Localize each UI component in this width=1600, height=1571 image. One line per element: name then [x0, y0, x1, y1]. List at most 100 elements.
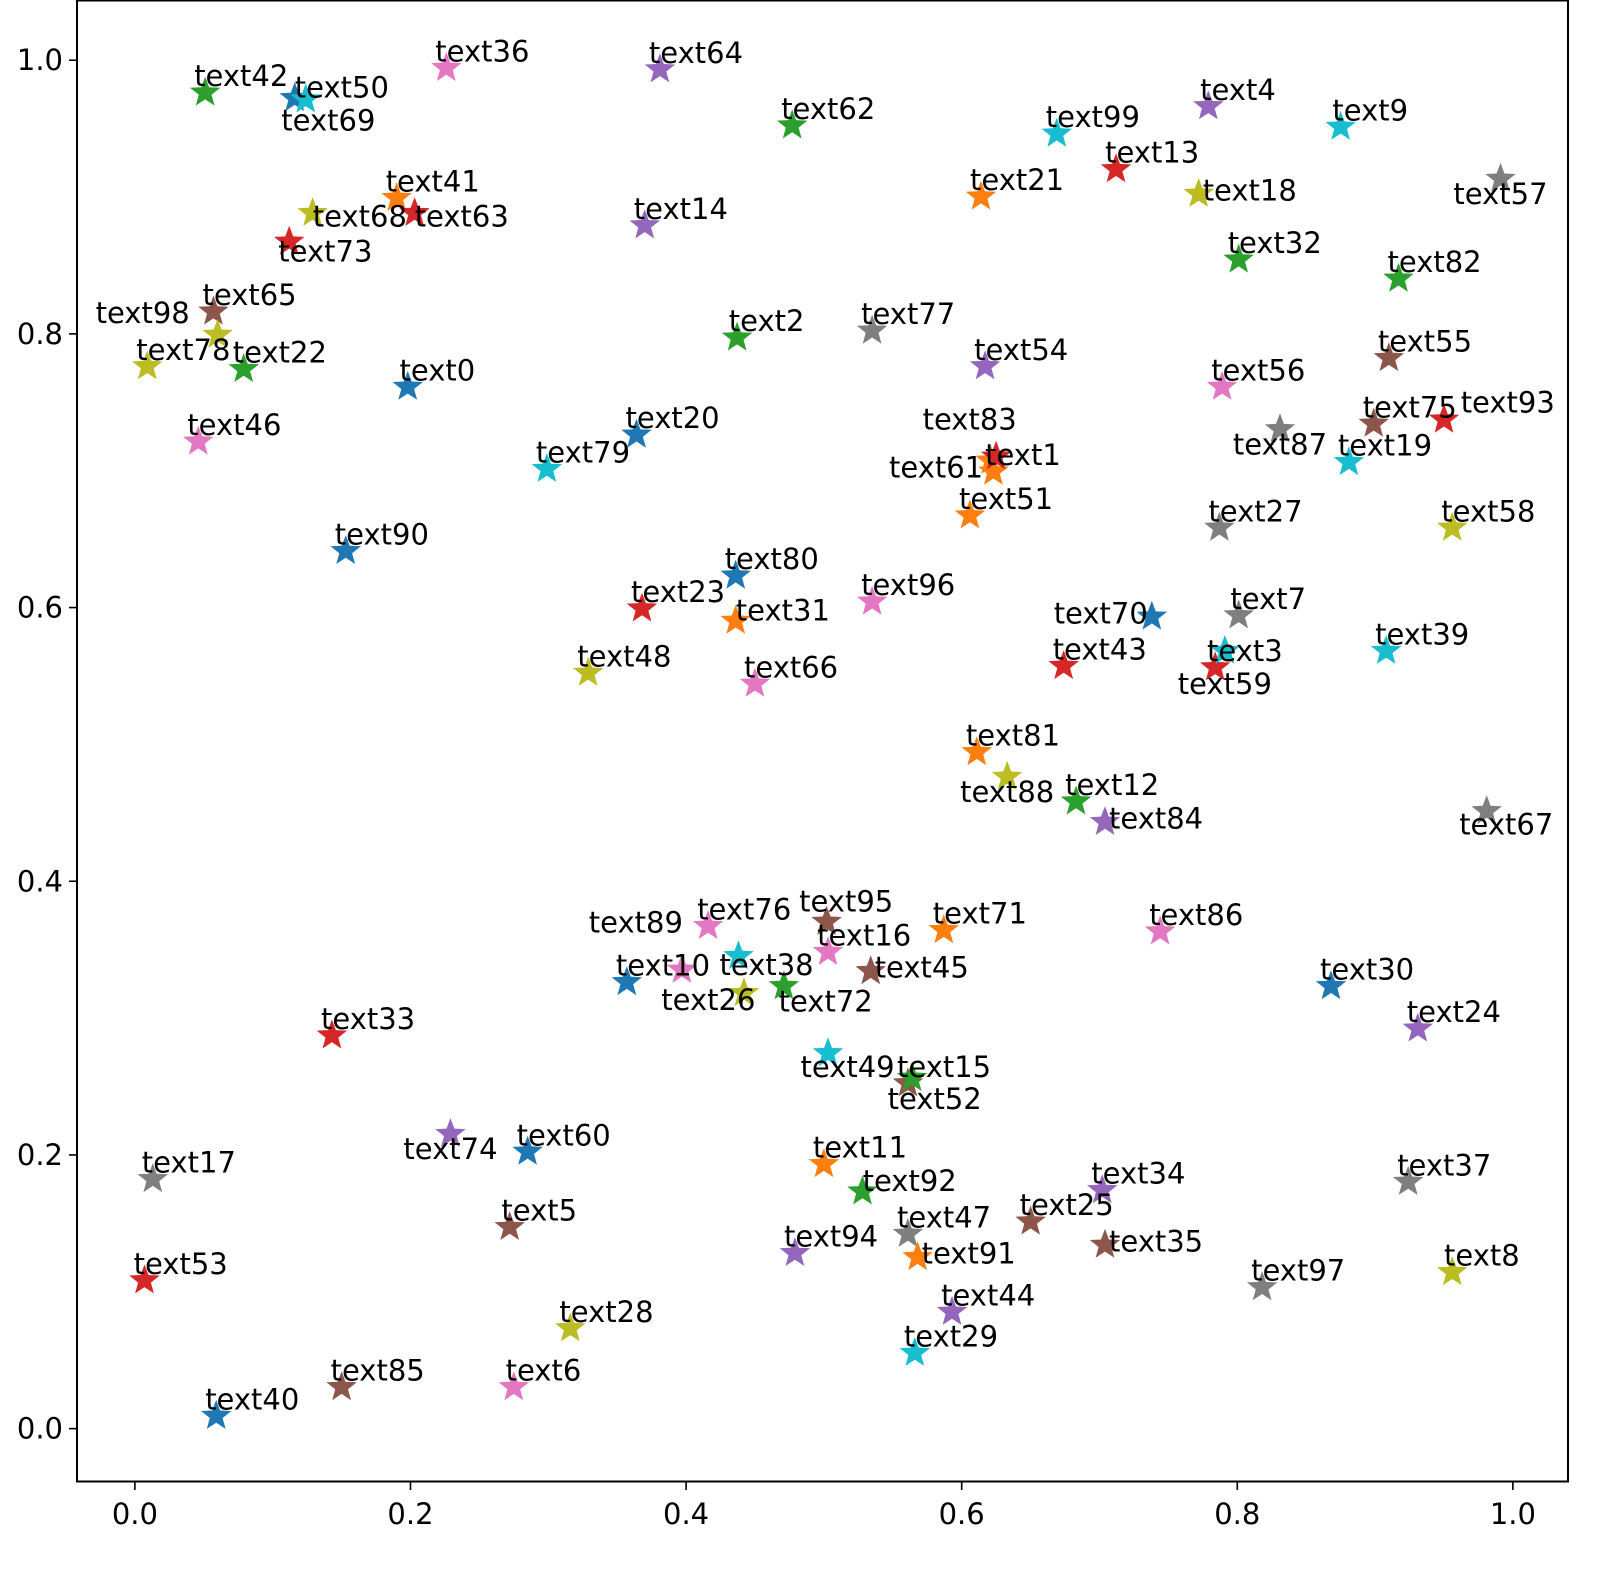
- star-marker-text85: [326, 1371, 357, 1401]
- point-label-text42: text42: [194, 59, 288, 93]
- star-marker-text47: [892, 1217, 924, 1247]
- point-label-text90: text90: [335, 518, 429, 552]
- point-label-text41: text41: [386, 165, 480, 199]
- point-label-text2: text2: [729, 304, 805, 338]
- star-marker-text21: [965, 180, 997, 210]
- star-marker-text81: [961, 736, 993, 766]
- point-label-text0: text0: [400, 353, 476, 387]
- point-label-text35: text35: [1109, 1224, 1203, 1258]
- star-marker-text33: [316, 1019, 348, 1049]
- point-label-text92: text92: [863, 1164, 957, 1198]
- point-label-text66: text66: [744, 650, 838, 684]
- star-marker-text5: [494, 1211, 525, 1240]
- point-label-text63: text63: [415, 200, 509, 234]
- star-marker-text6: [498, 1371, 529, 1401]
- point-label-text77: text77: [861, 297, 955, 331]
- point-label-text94: text94: [784, 1220, 878, 1254]
- data-labels: text0 text1 text2 text3 text4 text5 text6 text7…: [96, 35, 1555, 1417]
- point-label-text5: text5: [501, 1194, 577, 1228]
- star-marker-text48: [573, 656, 604, 686]
- point-label-text91: text91: [922, 1237, 1016, 1271]
- point-label-text69: text69: [281, 104, 375, 138]
- point-label-text71: text71: [933, 897, 1027, 931]
- star-marker-text54: [969, 350, 1001, 380]
- point-label-text76: text76: [697, 893, 791, 927]
- star-marker-text95: [811, 905, 842, 935]
- star-marker-text89: [723, 940, 754, 970]
- point-label-text43: text43: [1053, 633, 1147, 667]
- star-marker-text25: [1015, 1205, 1046, 1235]
- star-marker-text84: [1089, 806, 1121, 835]
- point-label-text6: text6: [506, 1354, 582, 1388]
- star-marker-text74: [435, 1118, 466, 1147]
- point-label-text4: text4: [1200, 73, 1276, 107]
- point-label-text95: text95: [799, 884, 893, 918]
- point-label-text17: text17: [142, 1146, 236, 1180]
- star-marker-text62: [777, 109, 808, 139]
- point-label-text68: text68: [313, 200, 407, 234]
- star-marker-text71: [928, 914, 959, 944]
- star-marker-text10: [611, 966, 642, 996]
- point-label-text55: text55: [1378, 325, 1472, 359]
- star-marker-text44: [936, 1295, 968, 1325]
- star-marker-text92: [847, 1175, 878, 1205]
- star-marker-text53: [129, 1264, 160, 1294]
- point-label-text16: text16: [817, 919, 911, 953]
- point-label-text18: text18: [1203, 173, 1297, 207]
- star-marker-text58: [1437, 511, 1468, 541]
- point-label-text52: text52: [888, 1082, 982, 1116]
- star-marker-text90: [330, 535, 361, 564]
- star-marker-text51: [954, 499, 986, 529]
- point-label-text9: text9: [1332, 93, 1408, 127]
- point-label-text32: text32: [1228, 226, 1322, 260]
- star-marker-text87: [1264, 413, 1296, 443]
- point-label-text11: text11: [813, 1131, 907, 1165]
- star-marker-text67: [1471, 795, 1502, 824]
- star-marker-text42: [189, 76, 221, 106]
- y-tick-label: 0.4: [17, 864, 63, 898]
- point-label-text25: text25: [1020, 1188, 1114, 1222]
- point-label-text49: text49: [801, 1050, 895, 1084]
- star-marker-text40: [201, 1399, 232, 1429]
- star-marker-text12: [1060, 785, 1092, 815]
- star-marker-text60: [512, 1135, 543, 1165]
- star-marker-text18: [1183, 177, 1214, 207]
- point-label-text44: text44: [941, 1278, 1035, 1312]
- point-label-text60: text60: [517, 1118, 611, 1152]
- point-label-text75: text75: [1363, 390, 1457, 424]
- star-marker-text1: [978, 455, 1009, 485]
- point-label-text79: text79: [536, 435, 630, 469]
- point-label-text46: text46: [187, 408, 281, 442]
- star-marker-text23: [626, 592, 658, 622]
- star-marker-text0: [392, 370, 423, 400]
- point-label-text59: text59: [1178, 667, 1272, 701]
- point-label-text82: text82: [1388, 245, 1482, 279]
- star-marker-text31: [720, 604, 751, 634]
- star-marker-text56: [1206, 370, 1238, 400]
- point-label-text15: text15: [897, 1050, 991, 1084]
- y-tick-label: 0.0: [17, 1412, 63, 1446]
- star-marker-text77: [856, 314, 888, 344]
- star-marker-text91: [902, 1241, 933, 1271]
- point-label-text20: text20: [626, 401, 720, 435]
- point-label-text50: text50: [295, 71, 389, 105]
- star-marker-text45: [855, 955, 886, 985]
- x-tick-label: 1.0: [1490, 1497, 1536, 1531]
- point-label-text85: text85: [331, 1354, 425, 1388]
- x-tick-label: 0.0: [112, 1497, 158, 1531]
- point-label-text83: text83: [923, 403, 1017, 437]
- star-marker-text64: [644, 53, 676, 83]
- star-marker-text93: [1428, 403, 1460, 433]
- star-marker-text75: [1358, 407, 1389, 437]
- point-label-text33: text33: [321, 1002, 415, 1036]
- star-marker-text72: [768, 970, 800, 1000]
- data-points: [129, 52, 1516, 1429]
- star-marker-text4: [1193, 90, 1224, 120]
- y-tick-label: 0.2: [17, 1138, 63, 1172]
- point-label-text61: text61: [889, 450, 983, 484]
- star-marker-text69: [290, 83, 321, 113]
- star-marker-text14: [629, 209, 660, 239]
- star-marker-text76: [692, 910, 724, 939]
- point-label-text19: text19: [1338, 429, 1432, 463]
